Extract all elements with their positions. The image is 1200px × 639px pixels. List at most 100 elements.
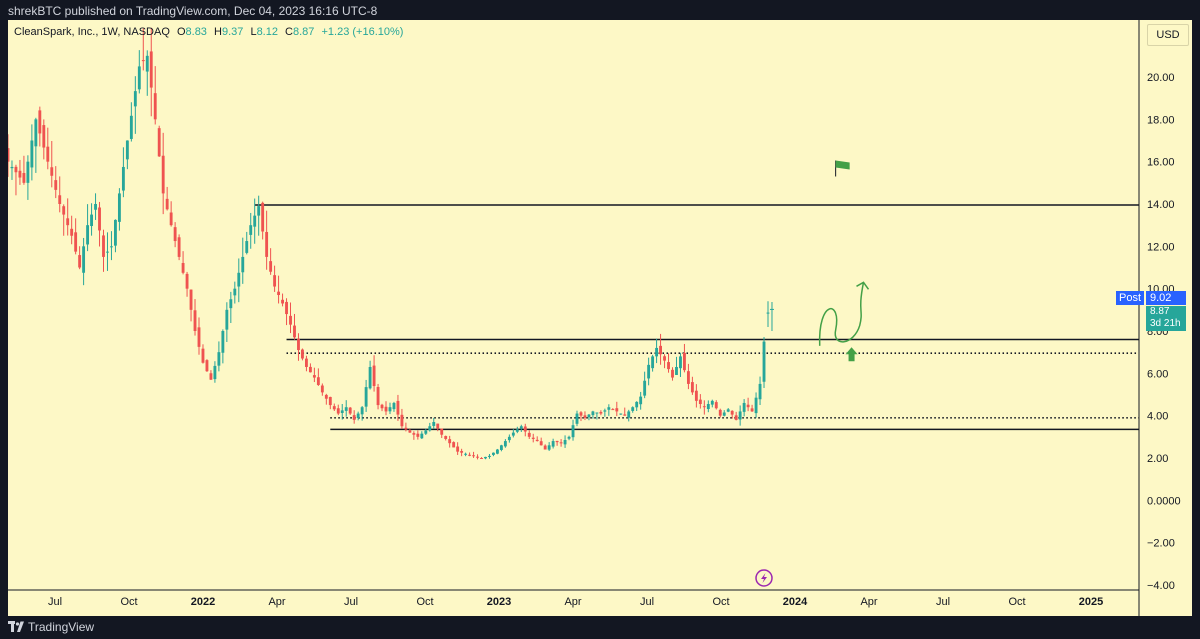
candle-body (503, 441, 507, 447)
candle-body (587, 414, 591, 418)
candle-body (241, 256, 245, 273)
footer-brand: TradingView (28, 620, 95, 634)
candle-body (145, 55, 149, 72)
candle-body (297, 338, 300, 351)
symbol-label[interactable]: CleanSpark, Inc., 1W, NASDAQ (14, 26, 170, 38)
candle-body (245, 241, 249, 253)
candle-body (66, 218, 70, 226)
projection-arrowhead[interactable] (856, 281, 870, 290)
y-tick-label: 0.0000 (1147, 495, 1181, 507)
candle-body (117, 193, 121, 222)
candle-body (137, 66, 141, 90)
candle-body (86, 225, 90, 245)
price-chart[interactable]: 20.0018.0016.0014.0012.0010.008.006.004.… (6, 20, 1192, 616)
candle-body (38, 110, 42, 134)
candle-body (74, 232, 78, 252)
candle-body (301, 349, 304, 359)
candle-body (555, 440, 559, 443)
x-tick-label: Oct (712, 596, 729, 608)
candle-body (571, 425, 575, 438)
price-axis[interactable]: 20.0018.0016.0014.0012.0010.008.006.004.… (1147, 72, 1181, 592)
high-label: H (214, 26, 222, 38)
candle-body (615, 408, 619, 412)
candle-body (683, 352, 686, 371)
candle-body (515, 429, 519, 432)
candle-body (205, 360, 209, 372)
candle-body (316, 377, 320, 385)
high-value: 9.37 (221, 26, 244, 38)
footer: TradingView (0, 616, 1200, 639)
candle-body (675, 366, 678, 375)
publish-info: shrekBTC published on TradingView.com, D… (8, 4, 378, 18)
candle-body (18, 170, 22, 178)
low-label: L (250, 26, 257, 38)
candle-body (499, 445, 503, 450)
candle-body (62, 206, 66, 215)
candle-body (647, 364, 651, 379)
y-tick-label: 4.00 (1147, 411, 1168, 423)
y-tick-label: −2.00 (1147, 538, 1175, 550)
candle-body (233, 288, 237, 296)
x-tick-label: Oct (1008, 596, 1025, 608)
candle-body (754, 397, 758, 414)
candle-body (253, 215, 257, 227)
candle-body (671, 369, 674, 378)
candle-body (551, 441, 555, 447)
candle-body (114, 219, 117, 246)
open-label: O (176, 26, 186, 38)
candle-body (694, 390, 698, 401)
candle-body (655, 347, 659, 357)
candle-body (599, 411, 603, 414)
annotations[interactable] (818, 160, 870, 362)
candle-body (420, 433, 424, 439)
candle-body (480, 457, 483, 459)
candle-body (30, 140, 34, 168)
candle-body (583, 415, 587, 418)
candle-body (527, 432, 531, 437)
candle-body (460, 451, 464, 453)
candle-body (734, 415, 738, 420)
candle-body (189, 289, 193, 310)
y-tick-label: 6.00 (1147, 368, 1168, 380)
x-tick-label: Oct (120, 596, 137, 608)
x-tick-label: Jul (936, 596, 950, 608)
currency-button[interactable]: USD (1147, 24, 1189, 46)
candle-body (42, 125, 46, 148)
candle-body (718, 409, 722, 416)
candle-body (742, 402, 746, 412)
candle-body (690, 382, 694, 393)
candle-body (157, 128, 161, 157)
candle-body (364, 387, 368, 407)
candle-body (746, 404, 750, 408)
chart-area[interactable]: 20.00 18.00 16.00 14.00 12.00 10.00 8.00 6.00 4.… (6, 20, 1192, 616)
candle-body (169, 212, 173, 226)
candle-body (153, 93, 157, 120)
candle-body (432, 422, 436, 426)
y-tick-label: 12.00 (1147, 241, 1175, 253)
flag-icon[interactable] (835, 160, 850, 170)
candle-body (392, 402, 396, 410)
candle-body (607, 407, 611, 410)
candle-body (563, 440, 567, 445)
candle-body (185, 273, 189, 289)
candle-body (201, 348, 205, 363)
lightning-icon[interactable] (755, 569, 773, 587)
horizontal-levels[interactable] (254, 204, 1139, 431)
ohlc-legend: CleanSpark, Inc., 1W, NASDAQ O8.83 H9.37… (14, 26, 403, 38)
candle-body (372, 365, 376, 387)
candle-body (396, 400, 400, 415)
candle-body (281, 299, 284, 304)
candle-body (567, 436, 571, 439)
candle-body (492, 452, 495, 455)
candle-body (412, 433, 416, 435)
time-axis[interactable]: Jul Oct 2022 Apr Jul Oct 2023 Apr Jul Oct 2024 Apr J… (48, 596, 1103, 608)
candle-body (78, 255, 82, 268)
candle-body (452, 442, 456, 448)
candle-body (261, 202, 265, 232)
candle-body (181, 262, 185, 273)
candle-body (507, 436, 511, 441)
candle-body (472, 455, 475, 457)
candle-body (531, 437, 535, 439)
arrow-up-icon[interactable] (845, 347, 858, 362)
projection-path[interactable] (818, 282, 865, 346)
